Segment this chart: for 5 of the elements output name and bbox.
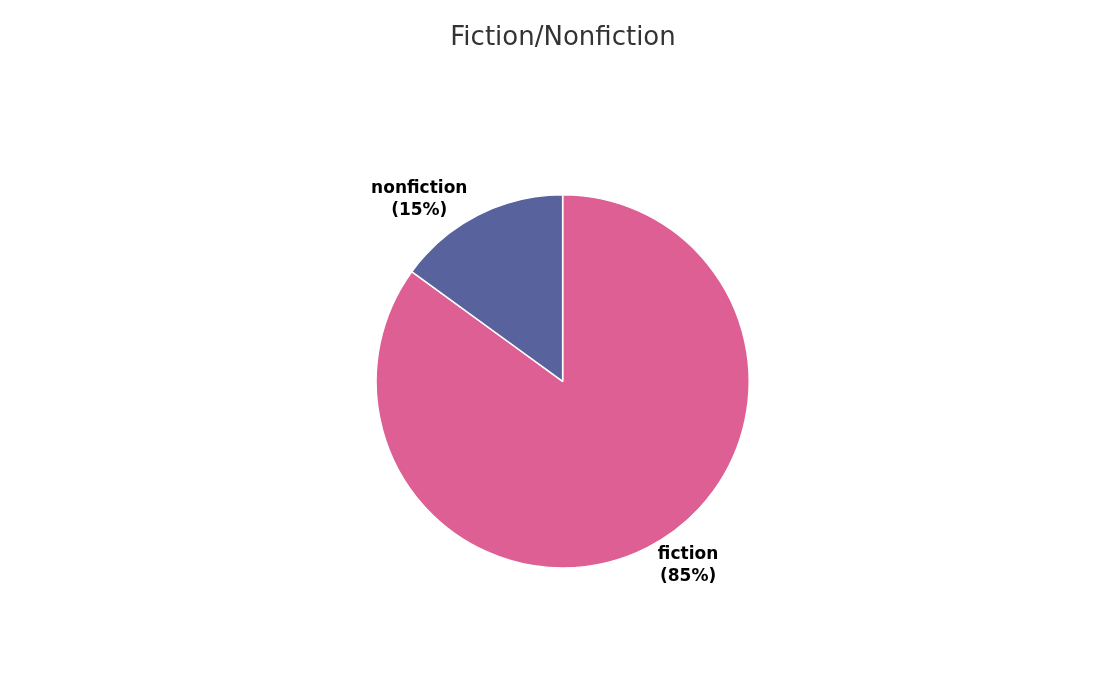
data-label: (85%) [659, 565, 717, 586]
slice-label: fiction [657, 543, 719, 564]
slice-label: nonfiction [371, 177, 468, 198]
data-label: (15%) [391, 199, 448, 220]
chart-title: Fiction/Nonfiction [450, 21, 676, 52]
